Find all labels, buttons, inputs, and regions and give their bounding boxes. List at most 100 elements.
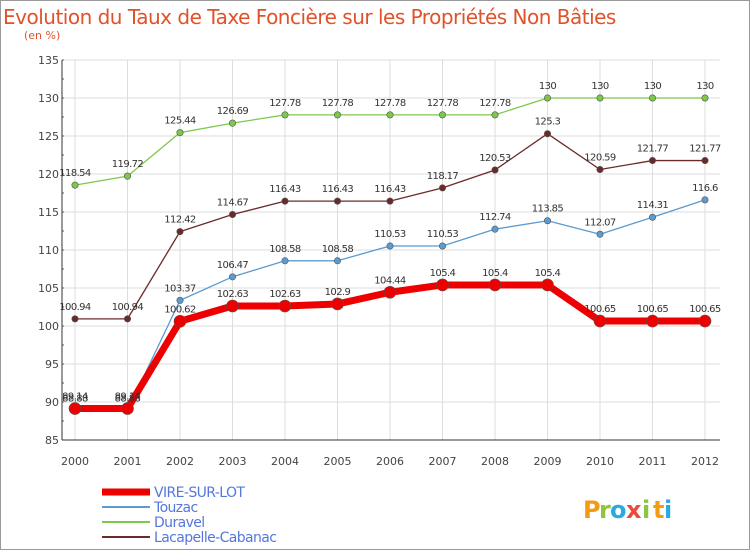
data-label-duravel: 118.54 xyxy=(59,168,91,179)
logo-letter: o xyxy=(610,496,627,524)
data-label-lacapelle-cabanac: 112.42 xyxy=(164,215,196,226)
x-tick-label: 2008 xyxy=(481,455,509,468)
logo-letter: x xyxy=(626,496,642,524)
data-label-touzac: 112.07 xyxy=(584,217,616,228)
x-tick-label: 2006 xyxy=(376,455,404,468)
x-tick-label: 2001 xyxy=(114,455,142,468)
data-point-duravel xyxy=(648,94,656,102)
data-label-duravel: 127.78 xyxy=(269,98,301,109)
data-label-vire-sur-lot: 100.62 xyxy=(164,304,196,315)
data-point-lacapelle-cabanac xyxy=(491,166,499,174)
data-label-lacapelle-cabanac: 100.94 xyxy=(112,302,144,313)
y-tick-label: 135 xyxy=(38,54,59,67)
x-tick-label: 2012 xyxy=(691,455,719,468)
data-point-vire-sur-lot xyxy=(121,402,134,415)
data-point-touzac xyxy=(491,225,499,233)
data-label-touzac: 110.53 xyxy=(427,229,459,240)
data-label-vire-sur-lot: 100.65 xyxy=(637,304,669,315)
data-point-touzac xyxy=(543,217,551,225)
data-point-touzac xyxy=(648,213,656,221)
data-point-duravel xyxy=(333,111,341,119)
data-label-vire-sur-lot: 104.44 xyxy=(374,275,406,286)
y-tick-label: 110 xyxy=(38,244,59,257)
data-point-lacapelle-cabanac xyxy=(386,197,394,205)
y-tick-label: 120 xyxy=(38,168,59,181)
data-label-lacapelle-cabanac: 121.77 xyxy=(689,144,721,155)
data-point-vire-sur-lot xyxy=(646,314,659,328)
data-point-lacapelle-cabanac xyxy=(71,315,79,323)
data-point-lacapelle-cabanac xyxy=(281,197,289,205)
y-tick-label: 125 xyxy=(38,130,59,143)
data-point-duravel xyxy=(491,111,499,119)
data-label-touzac: 112.74 xyxy=(479,212,511,223)
data-label-lacapelle-cabanac: 121.77 xyxy=(637,144,669,155)
data-point-duravel xyxy=(176,129,184,137)
legend: VIRE-SUR-LOTTouzacDuravelLacapelle-Caban… xyxy=(102,485,277,546)
data-labels: 118.54 119.72 125.44 126.69 127.78 127.78 127.… xyxy=(59,81,721,405)
data-label-lacapelle-cabanac: 125.3 xyxy=(535,117,561,128)
data-label-touzac: 108.58 xyxy=(322,244,354,255)
x-tick-label: 2005 xyxy=(324,455,352,468)
data-label-lacapelle-cabanac: 116.43 xyxy=(374,184,406,195)
data-point-vire-sur-lot xyxy=(226,299,239,313)
logo-letter: i xyxy=(664,496,672,524)
data-label-duravel: 130 xyxy=(644,81,662,92)
x-tick-label: 2011 xyxy=(639,455,667,468)
y-tick-label: 115 xyxy=(38,206,59,219)
proxiti-logo: Pr o x i t i xyxy=(583,496,672,524)
x-tick-label: 2007 xyxy=(429,455,457,468)
data-point-duravel xyxy=(596,94,604,102)
data-label-duravel: 127.78 xyxy=(427,98,459,109)
data-point-vire-sur-lot xyxy=(593,314,607,328)
data-label-duravel: 127.78 xyxy=(479,98,511,109)
y-tick-label: 85 xyxy=(45,434,59,447)
data-label-touzac: 114.31 xyxy=(637,200,669,211)
chart-title: Evolution du Taux de Taxe Foncière sur l… xyxy=(3,5,616,29)
y-tick-label: 90 xyxy=(45,396,59,409)
data-point-duravel xyxy=(281,111,289,119)
data-label-touzac: 103.37 xyxy=(164,283,196,294)
data-point-vire-sur-lot xyxy=(383,285,397,299)
y-tick-label: 105 xyxy=(38,282,59,295)
data-point-lacapelle-cabanac xyxy=(701,157,709,165)
logo-letter: i xyxy=(642,496,650,524)
data-point-lacapelle-cabanac xyxy=(543,130,551,138)
x-tick-label: 2000 xyxy=(61,455,89,468)
unit-label: (en %) xyxy=(24,29,61,42)
data-label-vire-sur-lot: 100.65 xyxy=(689,304,721,315)
y-tick-label: 100 xyxy=(38,320,59,333)
data-point-vire-sur-lot xyxy=(436,278,449,292)
data-label-vire-sur-lot: 105.4 xyxy=(430,268,456,279)
data-label-lacapelle-cabanac: 114.67 xyxy=(217,198,249,209)
data-point-touzac xyxy=(596,230,604,238)
x-tick-label: 2010 xyxy=(586,455,614,468)
data-label-duravel: 125.44 xyxy=(164,116,196,127)
data-label-vire-sur-lot: 105.4 xyxy=(482,268,508,279)
logo-letter: P xyxy=(583,496,601,524)
data-label-vire-sur-lot: 102.63 xyxy=(217,289,249,300)
data-label-duravel: 126.69 xyxy=(217,106,249,117)
legend-label: VIRE-SUR-LOT xyxy=(154,485,245,501)
data-point-vire-sur-lot xyxy=(488,278,502,292)
data-point-duravel xyxy=(229,119,237,127)
data-label-vire-sur-lot: 102.9 xyxy=(325,287,351,298)
data-label-touzac: 106.47 xyxy=(217,260,249,271)
x-tick-label: 2002 xyxy=(166,455,194,468)
data-point-duravel xyxy=(124,172,132,180)
data-label-lacapelle-cabanac: 118.17 xyxy=(427,171,459,182)
data-label-touzac: 88.88 xyxy=(115,394,141,405)
data-label-duravel: 130 xyxy=(539,81,557,92)
legend-label: Touzac xyxy=(153,500,198,516)
data-point-duravel xyxy=(701,94,709,102)
data-point-touzac xyxy=(333,257,341,265)
grid xyxy=(62,59,720,441)
y-tick-label: 95 xyxy=(45,358,59,371)
logo-letter: t xyxy=(653,496,664,524)
data-point-vire-sur-lot xyxy=(331,297,344,311)
data-point-lacapelle-cabanac xyxy=(229,211,237,219)
data-point-lacapelle-cabanac xyxy=(438,184,446,192)
data-label-touzac: 116.6 xyxy=(692,183,718,194)
data-point-touzac xyxy=(438,242,446,250)
data-point-vire-sur-lot xyxy=(68,402,82,415)
data-point-lacapelle-cabanac xyxy=(124,315,132,323)
